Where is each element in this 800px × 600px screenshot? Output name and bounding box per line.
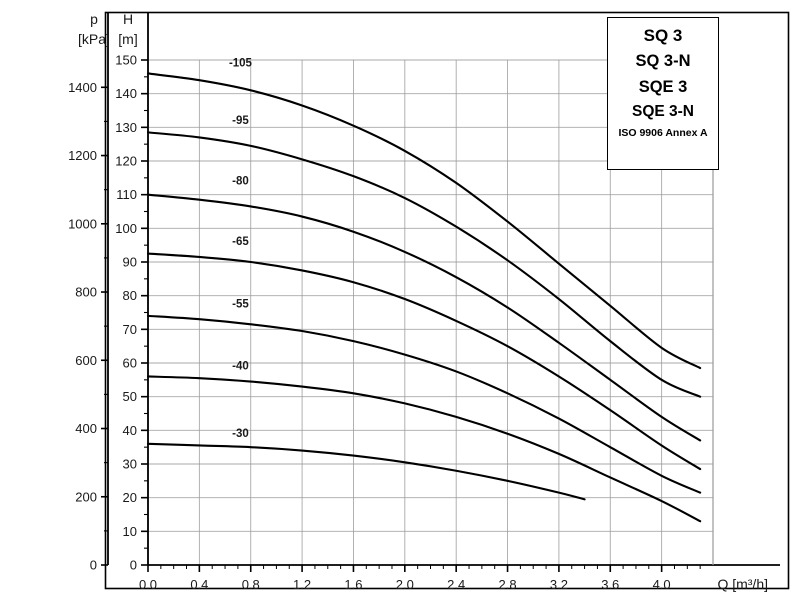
h-tick-label: 80 (123, 288, 137, 303)
curve-label: -55 (232, 298, 249, 310)
q-tick-label: 3.6 (601, 577, 619, 592)
performance-curve (146, 131, 702, 398)
q-tick-label: 0.8 (242, 577, 260, 592)
q-tick-label: 1.6 (344, 577, 362, 592)
h-tick-label: 60 (123, 356, 137, 371)
curve-label: -65 (232, 236, 249, 248)
p-tick-label: 600 (75, 353, 97, 368)
h-tick-label: 120 (115, 154, 137, 169)
h-tick-label: 70 (123, 322, 137, 337)
p-tick-label: 0 (90, 558, 97, 573)
performance-curve (146, 314, 702, 494)
legend-model-1: SQ 3 (643, 26, 683, 45)
p-tick-label: 1200 (68, 148, 97, 163)
legend-model-3: SQE 3 (638, 77, 688, 96)
legend-standard: ISO 9906 Annex A (618, 126, 708, 139)
curve-label: -80 (232, 176, 249, 188)
h-tick-label: 50 (123, 389, 137, 404)
curve-label: -105 (229, 58, 253, 70)
performance-curve (146, 72, 702, 370)
performance-curve (146, 193, 702, 442)
q-tick-label: 0.4 (190, 577, 208, 592)
legend-box: SQ 3 SQ 3-N SQE 3 SQE 3-N ISO 9906 Annex A (607, 17, 719, 170)
h-tick-label: 0 (130, 558, 137, 573)
q-tick-label: 2.8 (499, 577, 517, 592)
performance-curve (146, 375, 702, 523)
h-tick-label: 30 (123, 457, 137, 472)
h-axis-name: H (123, 11, 133, 27)
q-tick-label: 3.2 (550, 577, 568, 592)
performance-curve (146, 252, 702, 471)
q-tick-label: 4.0 (653, 577, 671, 592)
h-axis-unit: [m] (118, 31, 137, 47)
h-tick-label: 10 (123, 524, 137, 539)
performance-curve (146, 442, 586, 501)
p-tick-label: 800 (75, 285, 97, 300)
p-tick-label: 1000 (68, 216, 97, 231)
curve-label: -95 (232, 115, 249, 127)
p-axis-unit: [kPa] (78, 31, 110, 47)
curve-label: -40 (232, 361, 249, 373)
q-axis-label: Q [m³/h] (717, 576, 768, 592)
curve-group (146, 72, 702, 523)
h-tick-label: 110 (116, 187, 137, 202)
p-axis-name: p (90, 11, 98, 27)
h-tick-label: 150 (115, 53, 137, 68)
p-tick-label: 1400 (68, 80, 97, 95)
q-tick-label: 0.0 (139, 577, 157, 592)
legend-model-4: SQE 3-N (631, 103, 694, 120)
h-tick-label: 40 (123, 423, 137, 438)
h-tick-label: 140 (115, 86, 137, 101)
h-axis-ticks: 0 10 20 30 40 50 60 70 80 90 100 110 120 130 140 150 (115, 53, 148, 573)
legend-model-2: SQ 3-N (635, 52, 691, 70)
h-tick-label: 100 (115, 221, 137, 236)
q-tick-label: 2.4 (447, 577, 465, 592)
curve-labels: -105 -95 -80 -65 -55 -40 -30 (229, 58, 253, 440)
q-tick-label: 2.0 (396, 577, 414, 592)
curve-label: -30 (232, 428, 249, 440)
chart-outer-frame (104, 11, 790, 590)
p-axis-ticks: 0 200 400 600 800 1000 1200 1400 (68, 80, 108, 573)
p-tick-label: 400 (75, 421, 97, 436)
q-axis-ticks: 0.0 0.4 0.8 1.2 1.6 2.0 2.4 2.8 3.2 3.6 4.0 (139, 565, 701, 592)
h-tick-label: 90 (123, 255, 137, 270)
q-tick-label: 1.2 (293, 577, 311, 592)
p-tick-label: 200 (75, 489, 97, 504)
h-tick-label: 20 (123, 490, 137, 505)
h-tick-label: 130 (115, 120, 137, 135)
